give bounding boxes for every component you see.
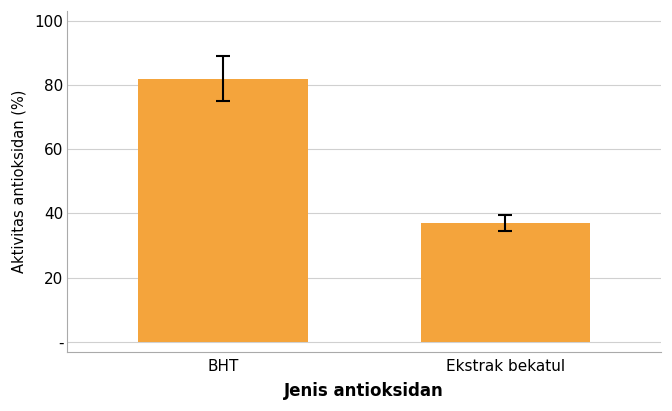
Bar [138,79,308,342]
Y-axis label: Aktivitas antioksidan (%): Aktivitas antioksidan (%) [11,90,26,273]
X-axis label: Jenis antioksidan: Jenis antioksidan [284,382,444,400]
Bar [421,223,590,342]
